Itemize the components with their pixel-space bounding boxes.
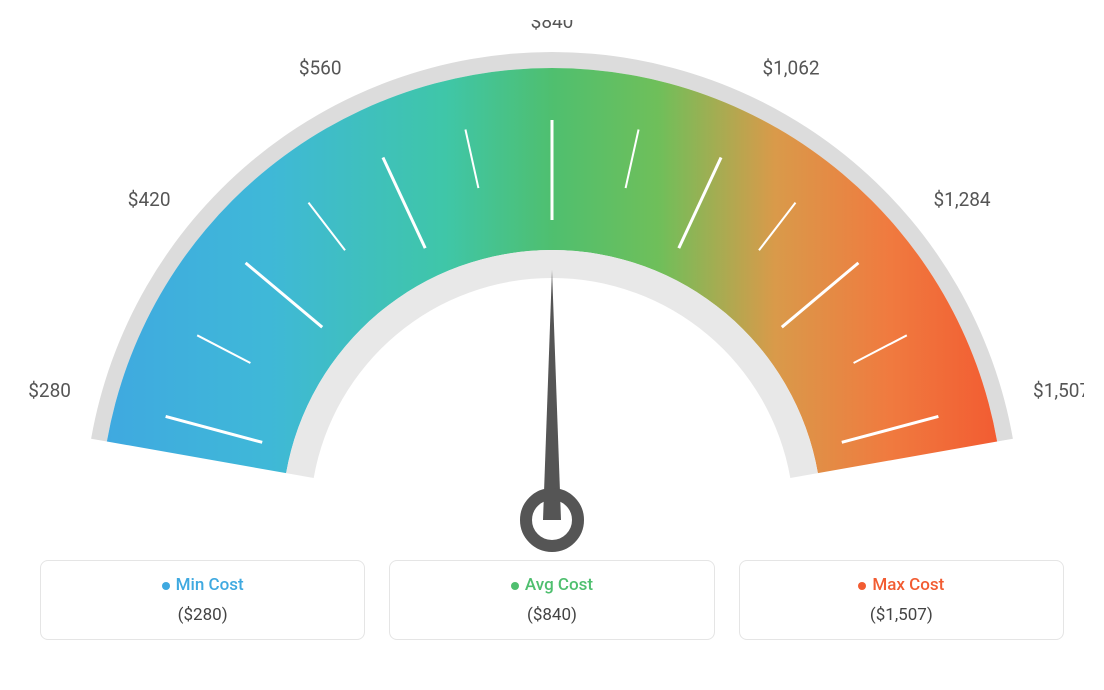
gauge-container: $280 $420 $560 $840 $1,062 $1,284 $1,507 — [20, 20, 1084, 560]
gauge-chart: $280 $420 $560 $840 $1,062 $1,284 $1,507 — [20, 20, 1084, 560]
legend-title: Max Cost — [750, 575, 1053, 595]
legend-dot-icon — [162, 582, 170, 590]
legend-value: ($1,507) — [750, 605, 1053, 625]
gauge-scale-label: $1,507 — [1033, 379, 1084, 402]
gauge-scale-label: $840 — [531, 20, 574, 33]
gauge-scale-label: $420 — [128, 188, 171, 211]
legend-row: Min Cost ($280) Avg Cost ($840) Max Cost ($1,… — [20, 560, 1084, 640]
gauge-scale-label: $560 — [299, 57, 342, 80]
legend-card-min: Min Cost ($280) — [40, 560, 365, 640]
gauge-scale-label: $280 — [28, 379, 71, 402]
legend-value: ($840) — [400, 605, 703, 625]
legend-card-avg: Avg Cost ($840) — [389, 560, 714, 640]
legend-title: Avg Cost — [400, 575, 703, 595]
legend-title: Min Cost — [51, 575, 354, 595]
gauge-needle — [543, 270, 561, 520]
gauge-scale-label: $1,062 — [762, 57, 819, 80]
legend-card-max: Max Cost ($1,507) — [739, 560, 1064, 640]
legend-dot-icon — [858, 582, 866, 590]
legend-dot-icon — [511, 582, 519, 590]
legend-label: Max Cost — [872, 575, 944, 595]
legend-label: Min Cost — [176, 575, 244, 595]
gauge-scale-label: $1,284 — [933, 188, 990, 211]
legend-value: ($280) — [51, 605, 354, 625]
legend-label: Avg Cost — [525, 575, 593, 595]
